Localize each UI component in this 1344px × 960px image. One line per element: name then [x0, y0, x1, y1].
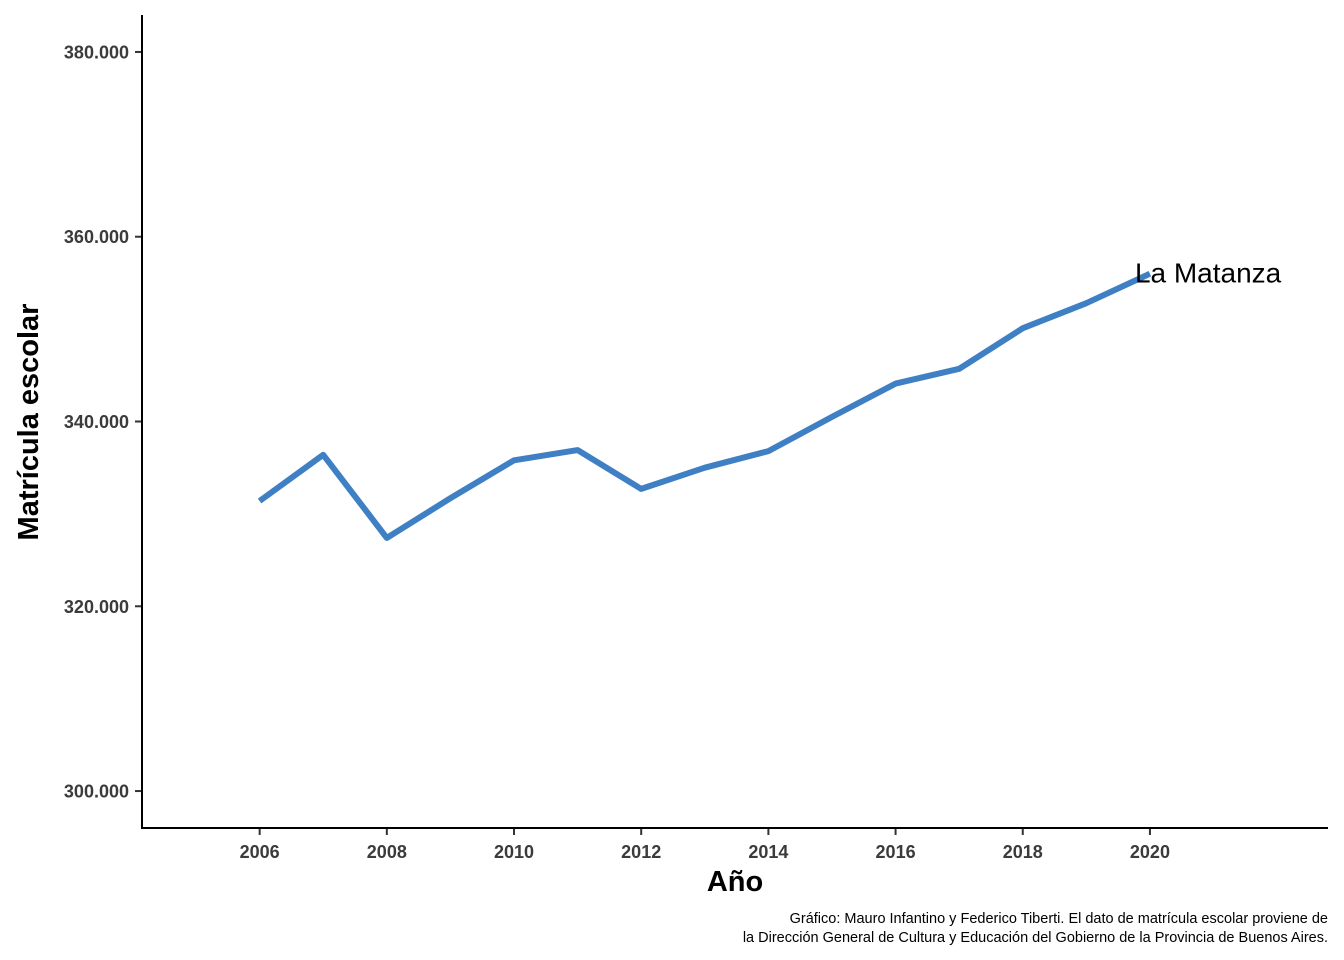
x-tick-label: 2010: [494, 842, 534, 862]
x-tick-label: 2020: [1130, 842, 1170, 862]
x-tick-label: 2006: [240, 842, 280, 862]
x-tick-label: 2008: [367, 842, 407, 862]
y-tick-label: 320.000: [64, 597, 129, 617]
series-end-label: La Matanza: [1135, 258, 1282, 289]
caption-line-2: la Dirección General de Cultura y Educac…: [742, 930, 1328, 946]
y-axis-ticks: 300.000 320.000 340.000 360.000 380.000: [64, 42, 142, 802]
x-tick-label: 2016: [876, 842, 916, 862]
y-tick-label: 340.000: [64, 412, 129, 432]
x-axis-ticks: 2006 2008 2010 2012 2014 2016 2018 2020: [240, 828, 1170, 862]
x-axis-title: Año: [707, 866, 763, 898]
series-layer: La Matanza: [257, 258, 1282, 541]
x-tick-label: 2018: [1003, 842, 1043, 862]
y-axis-title: Matrícula escolar: [13, 304, 45, 541]
x-tick-label: 2012: [621, 842, 661, 862]
source-caption: Gráfico: Mauro Infantino y Federico Tibe…: [743, 910, 1328, 948]
series-line: [257, 270, 1152, 541]
y-tick-label: 360.000: [64, 227, 129, 247]
y-tick-label: 380.000: [64, 42, 129, 62]
y-tick-label: 300.000: [64, 782, 129, 802]
x-tick-label: 2014: [748, 842, 788, 862]
caption-line-1: Gráfico: Mauro Infantino y Federico Tibe…: [789, 911, 1328, 927]
